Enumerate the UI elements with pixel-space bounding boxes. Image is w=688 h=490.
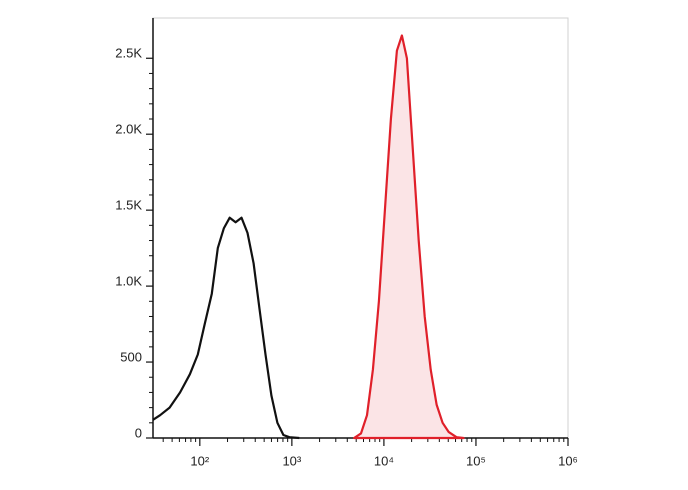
plot-frame — [152, 17, 569, 439]
x-tick-label: 10² — [190, 453, 209, 468]
y-tick-label: 0 — [135, 425, 142, 440]
y-tick-label: 2.0K — [115, 122, 142, 137]
x-tick-label: 10⁶ — [558, 453, 578, 468]
y-tick-label: 500 — [120, 349, 142, 364]
y-tick-label: 1.5K — [115, 198, 142, 213]
x-tick-label: 10⁵ — [466, 453, 486, 468]
y-tick-label: 2.5K — [115, 46, 142, 61]
x-tick-label: 10³ — [282, 453, 301, 468]
histogram-line — [152, 216, 300, 440]
y-tick-label: 1.0K — [115, 274, 142, 289]
histogram-line — [353, 34, 465, 440]
x-tick-label: 10⁴ — [374, 453, 394, 468]
